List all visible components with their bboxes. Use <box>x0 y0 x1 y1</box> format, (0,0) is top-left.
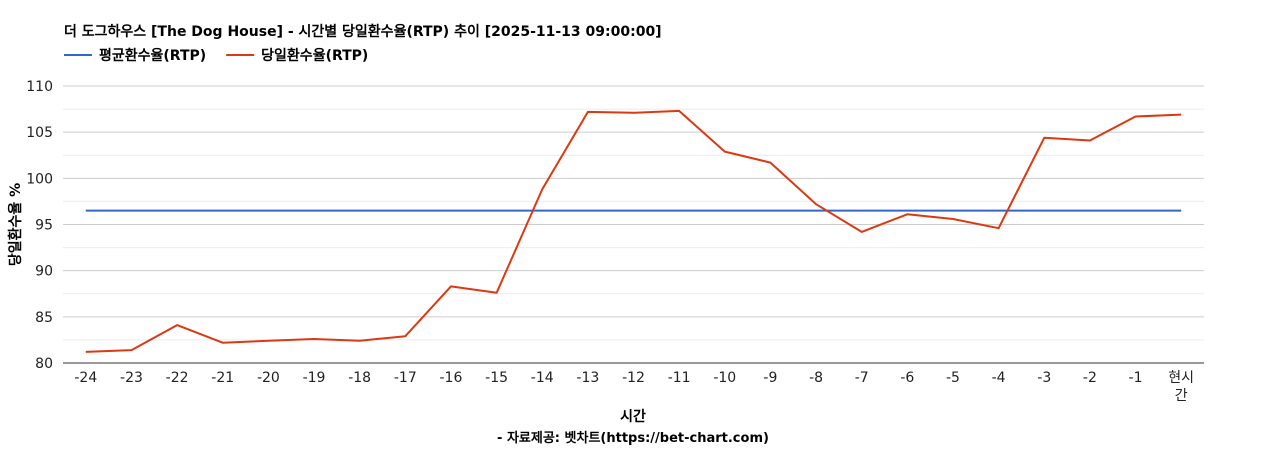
x-axis-ticks: -24 -23 -22 -21 -20 -19 -18 -17 -16 -15 -14 -13 -12 -… <box>74 370 1194 404</box>
x-tick-label: -19 <box>303 370 326 386</box>
x-tick-label: -3 <box>1037 370 1051 386</box>
x-tick-label: -15 <box>485 370 508 386</box>
x-tick-label: -9 <box>763 370 777 386</box>
y-tick-label: 105 <box>26 125 53 141</box>
x-tick-label: -21 <box>211 370 234 386</box>
legend-label: 당일환수율(RTP) <box>261 47 368 64</box>
y-axis-ticks: 80 85 90 95 100 105 110 <box>26 79 53 372</box>
x-tick-label: -13 <box>576 370 599 386</box>
x-tick-label: -4 <box>992 370 1006 386</box>
y-tick-label: 85 <box>35 310 53 326</box>
source-credit: - 자료제공: 벳차트(https://bet-chart.com) <box>497 430 769 446</box>
legend-label: 평균환수율(RTP) <box>99 47 206 64</box>
x-tick-label: -23 <box>120 370 143 386</box>
series-line-2 <box>85 109 1182 353</box>
gridlines <box>63 85 1204 364</box>
y-tick-label: 80 <box>35 356 53 372</box>
x-axis-title: 시간 <box>620 408 646 425</box>
x-tick-label: -7 <box>855 370 869 386</box>
x-tick-label: -16 <box>440 370 463 386</box>
x-tick-label: -1 <box>1129 370 1143 386</box>
y-tick-label: 90 <box>35 264 53 280</box>
series-lines <box>85 109 1182 353</box>
y-tick-label: 110 <box>26 79 53 95</box>
x-tick-label: -20 <box>257 370 280 386</box>
x-tick-label: -6 <box>900 370 914 386</box>
x-tick-label: -14 <box>531 370 554 386</box>
x-tick-label: -11 <box>668 370 691 386</box>
legend: 평균환수율(RTP) 당일환수율(RTP) <box>64 47 368 64</box>
y-tick-label: 100 <box>26 171 53 187</box>
x-tick-label: 현시 간 <box>1168 370 1194 404</box>
x-tick-label: -8 <box>809 370 823 386</box>
chart-title: 더 도그하우스 [The Dog House] - 시간별 당일환수율(RTP)… <box>64 23 662 40</box>
y-tick-label: 95 <box>35 218 53 234</box>
x-tick-label: -10 <box>713 370 736 386</box>
x-tick-label: -17 <box>394 370 417 386</box>
y-axis-title: 당일환수율 % <box>7 183 24 266</box>
x-tick-label: -12 <box>622 370 645 386</box>
x-tick-label: -5 <box>946 370 960 386</box>
x-tick-label: -2 <box>1083 370 1097 386</box>
x-tick-label: -18 <box>348 370 371 386</box>
x-tick-label: -24 <box>74 370 97 386</box>
x-tick-label: -22 <box>166 370 189 386</box>
